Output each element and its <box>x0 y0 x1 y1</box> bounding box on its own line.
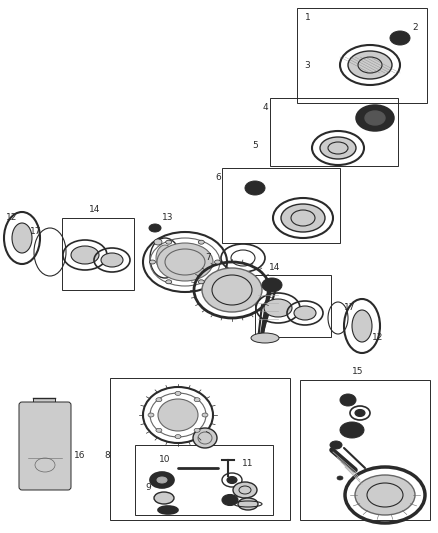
Ellipse shape <box>158 506 178 514</box>
Ellipse shape <box>340 422 364 438</box>
Text: 10: 10 <box>159 456 171 464</box>
Bar <box>33 398 55 408</box>
Text: 17: 17 <box>344 303 356 312</box>
Ellipse shape <box>262 278 282 292</box>
Ellipse shape <box>157 477 167 483</box>
Ellipse shape <box>330 441 342 449</box>
Ellipse shape <box>198 240 204 244</box>
Ellipse shape <box>281 204 325 232</box>
Text: 8: 8 <box>104 450 110 459</box>
Ellipse shape <box>365 111 385 125</box>
Bar <box>110 378 290 520</box>
Text: 12: 12 <box>6 214 18 222</box>
Ellipse shape <box>233 482 257 498</box>
Text: 14: 14 <box>89 206 101 214</box>
Ellipse shape <box>149 224 161 232</box>
Bar <box>28 425 62 467</box>
Text: 7: 7 <box>205 254 211 262</box>
Ellipse shape <box>150 472 174 488</box>
Bar <box>300 380 430 520</box>
Text: 12: 12 <box>372 334 384 343</box>
Ellipse shape <box>71 246 99 264</box>
Ellipse shape <box>148 413 154 417</box>
Ellipse shape <box>320 137 356 159</box>
Ellipse shape <box>352 310 372 342</box>
Ellipse shape <box>166 240 172 244</box>
Bar <box>222 168 340 243</box>
Text: 6: 6 <box>215 174 221 182</box>
Ellipse shape <box>156 245 174 271</box>
Ellipse shape <box>175 434 181 439</box>
Ellipse shape <box>156 429 162 432</box>
Ellipse shape <box>175 391 181 395</box>
Ellipse shape <box>251 333 279 343</box>
Text: 1: 1 <box>305 12 311 21</box>
Ellipse shape <box>215 260 221 264</box>
Text: 16: 16 <box>74 450 86 459</box>
Ellipse shape <box>194 398 200 402</box>
Ellipse shape <box>12 223 32 253</box>
Text: 2: 2 <box>412 23 418 33</box>
Ellipse shape <box>156 398 162 402</box>
Ellipse shape <box>154 492 174 504</box>
Ellipse shape <box>202 268 262 312</box>
Ellipse shape <box>348 51 392 79</box>
Bar <box>255 275 331 337</box>
Ellipse shape <box>157 243 213 281</box>
Ellipse shape <box>154 239 162 245</box>
Text: 13: 13 <box>162 214 174 222</box>
Ellipse shape <box>194 429 200 432</box>
Text: 15: 15 <box>352 367 364 376</box>
Bar <box>297 8 427 103</box>
Ellipse shape <box>202 413 208 417</box>
Ellipse shape <box>149 260 155 264</box>
Ellipse shape <box>198 280 204 284</box>
Text: 9: 9 <box>145 483 151 492</box>
Ellipse shape <box>355 475 415 515</box>
Bar <box>270 98 398 166</box>
Text: 14: 14 <box>269 263 281 272</box>
Text: 11: 11 <box>242 458 254 467</box>
Bar <box>62 218 134 290</box>
Ellipse shape <box>264 299 292 317</box>
Ellipse shape <box>238 498 258 510</box>
Ellipse shape <box>158 399 198 431</box>
Ellipse shape <box>294 306 316 320</box>
FancyBboxPatch shape <box>19 402 71 490</box>
Ellipse shape <box>355 409 365 416</box>
Ellipse shape <box>193 428 217 448</box>
Ellipse shape <box>227 477 237 483</box>
Ellipse shape <box>340 394 356 406</box>
Text: 17: 17 <box>30 228 42 237</box>
Text: 5: 5 <box>252 141 258 149</box>
Ellipse shape <box>101 253 123 267</box>
Text: 3: 3 <box>304 61 310 69</box>
Ellipse shape <box>222 495 238 505</box>
Ellipse shape <box>245 181 265 195</box>
Ellipse shape <box>357 106 393 130</box>
Ellipse shape <box>390 31 410 45</box>
Bar <box>135 445 273 515</box>
Text: 4: 4 <box>262 103 268 112</box>
Ellipse shape <box>166 280 172 284</box>
Ellipse shape <box>337 476 343 480</box>
